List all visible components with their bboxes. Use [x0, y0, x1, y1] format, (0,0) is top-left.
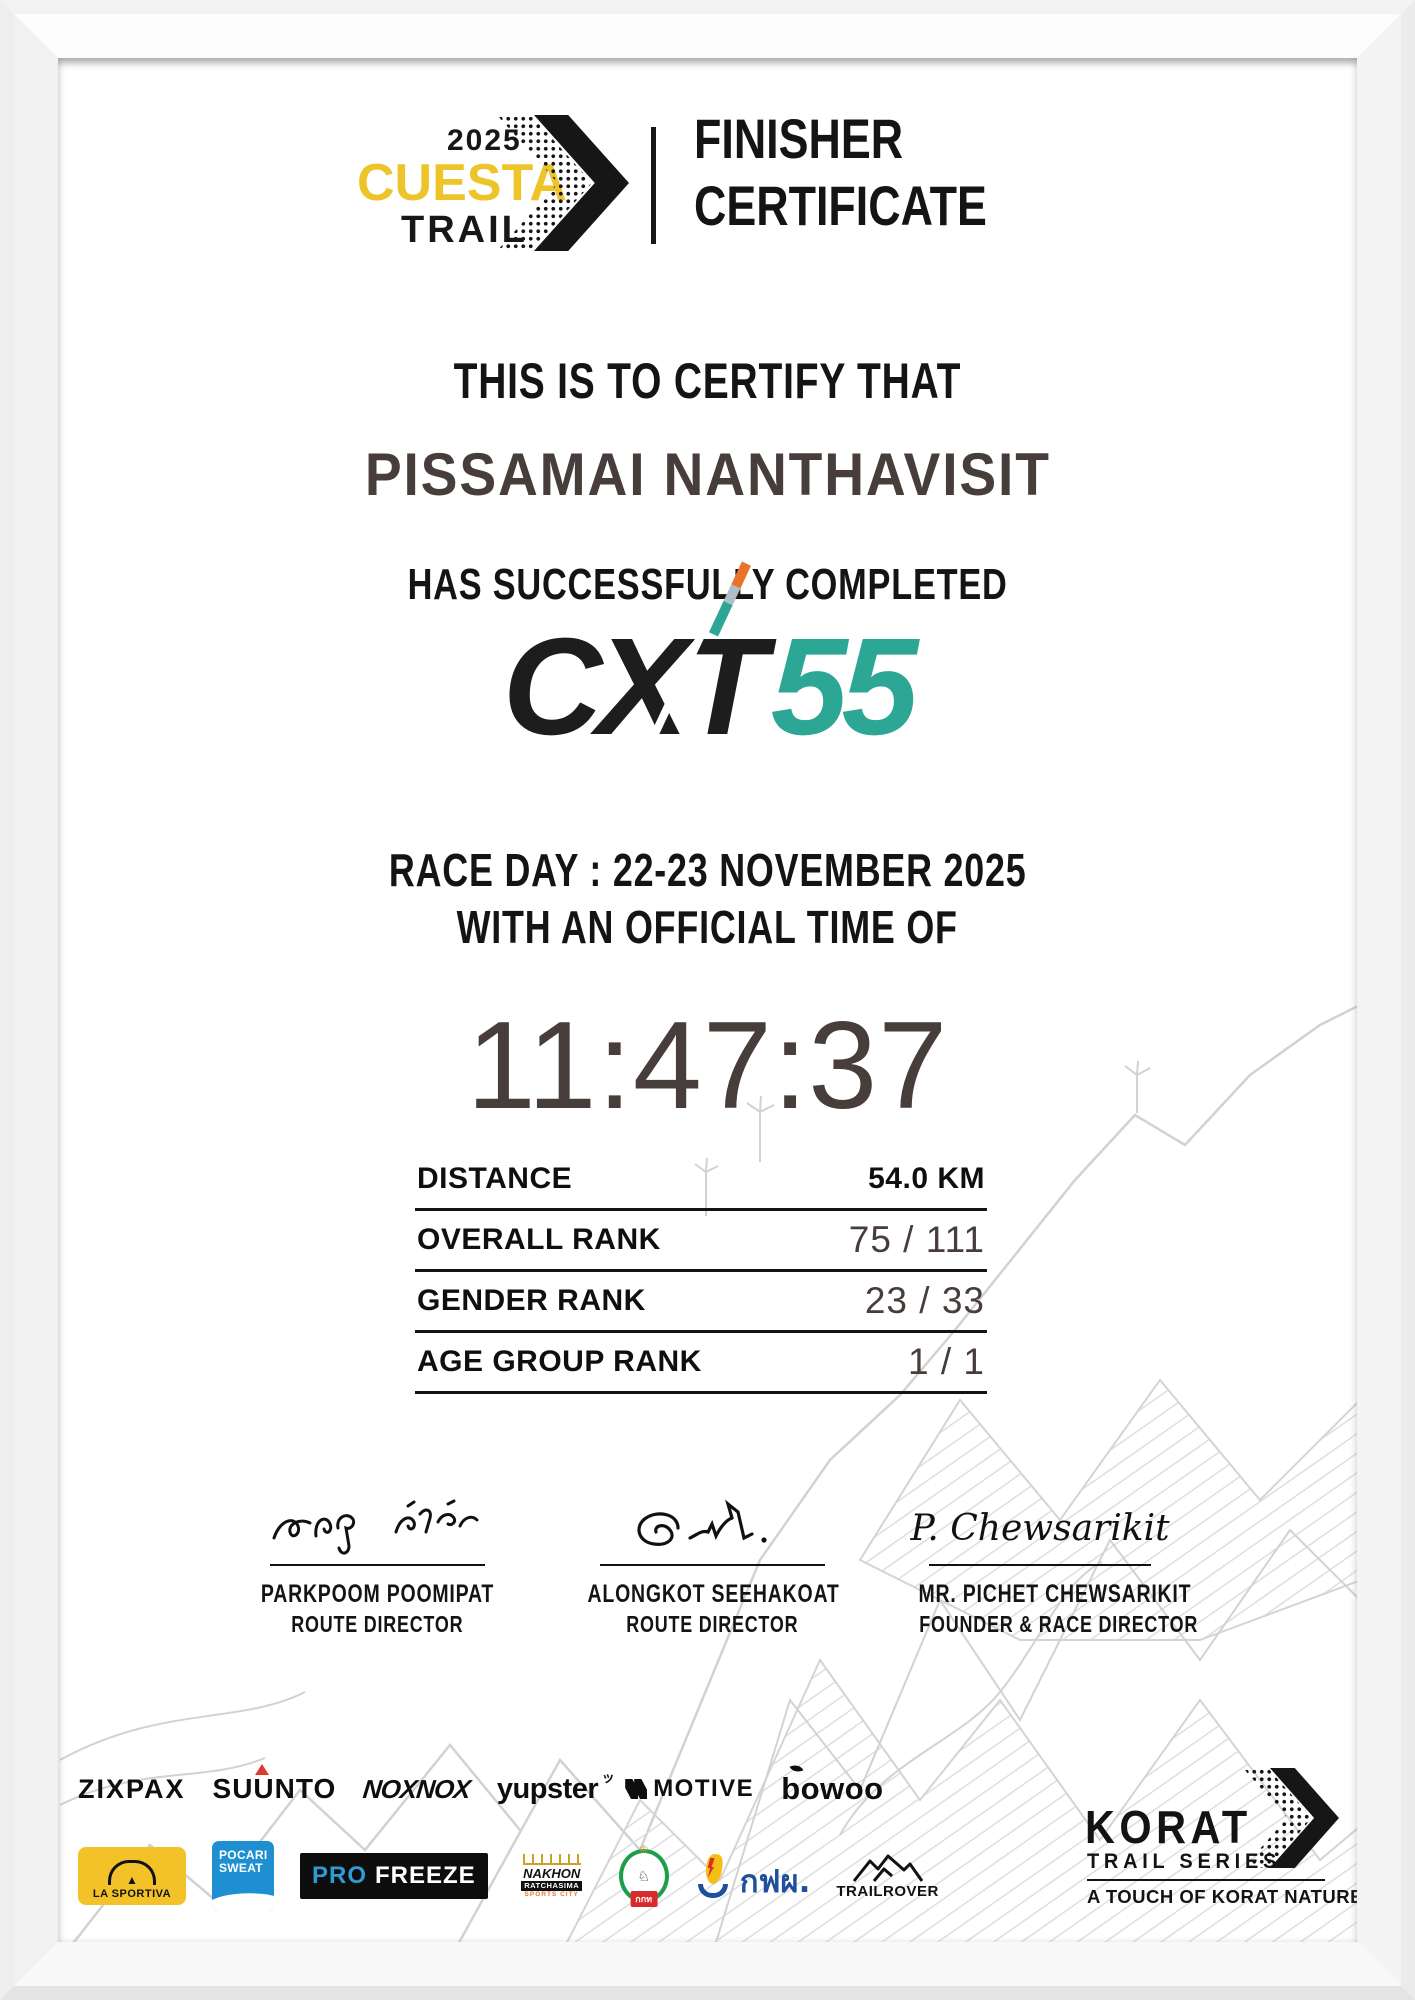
race-day-label: RACE DAY : 22-23 NOVEMBER 2025: [388, 844, 1027, 896]
sponsor-egat: กฟผ.: [697, 1853, 811, 1900]
signatory-name: PARKPOOM POOMIPAT: [260, 1580, 494, 1608]
official-time-label: WITH AN OFFICIAL TIME OF: [456, 901, 959, 953]
pocari-label-line1: POCARI: [219, 1848, 268, 1862]
sponsor-sat-crest: ♔ ♘ กกท: [616, 1844, 672, 1907]
stat-value: 75 / 111: [848, 1219, 985, 1260]
trailrover-label: TRAILROVER: [836, 1883, 939, 1900]
signatory-name: MR. PICHET CHEWSARIKIT: [918, 1580, 1192, 1608]
korat-trail-series-logo: KORAT TRAIL SERIES A TOUCH OF KORAT NATU…: [1085, 1762, 1362, 1907]
sponsor-pocari-sweat: POCARI SWEAT: [212, 1841, 274, 1911]
sat-crown-icon: ♔: [638, 1844, 649, 1856]
event-year: 2025: [447, 124, 522, 157]
certificate-title-line2: CERTIFICATE: [694, 174, 987, 237]
signature-1-icon: [272, 1499, 479, 1555]
cxt-number: 55: [770, 610, 918, 764]
stat-value: 1 / 1: [908, 1341, 985, 1382]
pro-label: PRO: [312, 1862, 368, 1889]
suunto-triangle-icon: [254, 1764, 269, 1775]
stats-table: DISTANCE 54.0 KM OVERALL RANK 75 / 111 G…: [415, 1150, 987, 1394]
stat-value: 23 / 33: [864, 1280, 985, 1321]
motive-arrow-icon: [634, 1779, 648, 1799]
sponsor-la-sportiva: ▲ LA SPORTIVA: [78, 1847, 186, 1905]
sponsor-row-2: ▲ LA SPORTIVA POCARI SWEAT PRO FREEZE NA…: [78, 1840, 939, 1912]
signature-line: [929, 1564, 1151, 1566]
table-row: DISTANCE 54.0 KM: [415, 1150, 987, 1211]
header-divider: [651, 127, 656, 244]
korat-divider-line: [1087, 1879, 1325, 1881]
sponsor-yupster: yupster ッ: [496, 1770, 615, 1806]
signature-line: [599, 1564, 825, 1566]
signatory-title: ROUTE DIRECTOR: [625, 1611, 799, 1637]
nakhon-label: NAKHON: [523, 1866, 581, 1881]
signature-3-text: P. Chewsarikit: [910, 1507, 1170, 1549]
egat-label: กฟผ.: [739, 1864, 811, 1900]
cuesta-x-icon: [497, 115, 629, 251]
egat-thailand-map-icon: [697, 1853, 734, 1898]
cxt-letters: CXT: [502, 610, 767, 764]
egat-map-shape: [703, 1853, 724, 1885]
stat-value: 54.0 KM: [868, 1162, 985, 1195]
sponsor-bowoo: bowoo: [781, 1762, 884, 1807]
la-sportiva-mountain-icon: ▲: [108, 1860, 156, 1886]
sponsor-suunto: SUUNTO: [212, 1764, 337, 1805]
sat-label: กกท: [630, 1891, 658, 1907]
signatory-2: ALONGKOT SEEHAKOAT ROUTE DIRECTOR: [552, 1492, 872, 1638]
korat-series-label: TRAIL SERIES: [1087, 1850, 1282, 1873]
sponsor-noxnox: NOXNOX: [361, 1773, 472, 1804]
yupster-smile-icon: ッ: [601, 1769, 615, 1785]
certify-intro: THIS IS TO CERTIFY THAT: [453, 353, 962, 409]
official-time-value: 11:47:37: [466, 997, 949, 1135]
freeze-label: FREEZE: [375, 1862, 476, 1889]
completed-label: HAS SUCCESSFULLY COMPLETED: [407, 560, 1008, 609]
egat-arc-icon: [697, 1884, 728, 1898]
table-row: AGE GROUP RANK 1 / 1: [415, 1333, 987, 1394]
sponsor-zixpax: ZIXPAX: [78, 1773, 186, 1804]
korat-wordmark: KORAT: [1085, 1801, 1252, 1853]
nakhon-gate-icon: [522, 1854, 581, 1865]
korat-x-icon: [1243, 1768, 1339, 1868]
table-row: OVERALL RANK 75 / 111: [415, 1211, 987, 1272]
signatory-1: PARKPOOM POOMIPAT ROUTE DIRECTOR: [217, 1492, 537, 1638]
sponsor-trailrover: TRAILROVER: [836, 1853, 939, 1899]
trailrover-mountains-icon: [852, 1854, 923, 1882]
table-row: GENDER RANK 23 / 33: [415, 1272, 987, 1333]
sponsor-motive: MOTIVE: [625, 1775, 754, 1803]
signatory-3: P. Chewsarikit MR. PICHET CHEWSARIKIT FO…: [880, 1492, 1200, 1638]
sponsor-nakhon-ratchasima: NAKHON RATCHASIMA SPORTS CITY: [514, 1847, 590, 1905]
signatory-name: ALONGKOT SEEHAKOAT: [587, 1580, 840, 1608]
korat-tagline: A TOUCH OF KORAT NATURE: [1087, 1886, 1363, 1907]
stat-label: AGE GROUP RANK: [417, 1345, 702, 1378]
stat-label: GENDER RANK: [417, 1284, 646, 1317]
bowoo-label: bowoo: [781, 1771, 884, 1806]
signatory-title: ROUTE DIRECTOR: [290, 1611, 464, 1637]
yupster-label: yupster: [496, 1772, 599, 1805]
signatory-title: FOUNDER & RACE DIRECTOR: [919, 1611, 1199, 1637]
signature-line: [269, 1564, 485, 1566]
runner-name: PISSAMAI NANTHAVISIT: [364, 441, 1051, 508]
pocari-label-line2: SWEAT: [219, 1861, 263, 1875]
sponsor-pro-freeze: PRO FREEZE: [300, 1853, 488, 1899]
motive-label: MOTIVE: [653, 1775, 755, 1802]
sponsor-row-1: ZIXPAX SUUNTO NOXNOX yupster ッ MOTIVE bo…: [78, 1762, 884, 1812]
pocari-wave-icon: [212, 1888, 274, 1911]
ratchasima-label: RATCHASIMA: [521, 1881, 583, 1891]
stat-label: OVERALL RANK: [417, 1223, 661, 1256]
la-sportiva-label: LA SPORTIVA: [92, 1888, 172, 1900]
certificate-title-line1: FINISHER: [694, 107, 904, 170]
sports-city-label: SPORTS CITY: [524, 1890, 579, 1898]
stat-label: DISTANCE: [417, 1162, 573, 1195]
egat-lightning-icon: [707, 1858, 715, 1878]
signature-2-icon: [637, 1499, 767, 1546]
cxt55-race-logo: CXT55: [60, 561, 1355, 793]
suunto-label: SUUNTO: [212, 1773, 337, 1804]
cuesta-wordmark: CUESTA: [357, 154, 567, 212]
